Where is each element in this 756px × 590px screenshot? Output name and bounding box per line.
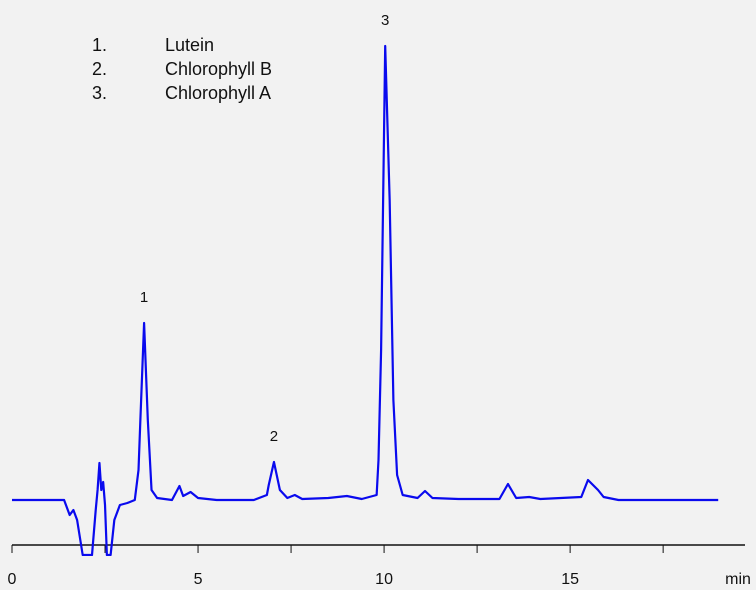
- legend-label: Chlorophyll B: [165, 59, 272, 79]
- peak-label: 3: [381, 12, 389, 29]
- legend-number: 3.: [92, 83, 107, 103]
- x-tick-label: 5: [194, 571, 203, 588]
- x-tick-label: 10: [375, 571, 393, 588]
- x-tick-label: 15: [561, 571, 579, 588]
- x-axis-label: min: [725, 571, 751, 588]
- legend-number: 2.: [92, 59, 107, 79]
- legend-label: Chlorophyll A: [165, 83, 271, 103]
- legend-number: 1.: [92, 35, 107, 55]
- x-tick-label: 0: [8, 571, 17, 588]
- legend-label: Lutein: [165, 35, 214, 55]
- peak-label: 1: [140, 289, 148, 306]
- signal-line: [12, 44, 719, 556]
- peak-label: 2: [270, 428, 278, 445]
